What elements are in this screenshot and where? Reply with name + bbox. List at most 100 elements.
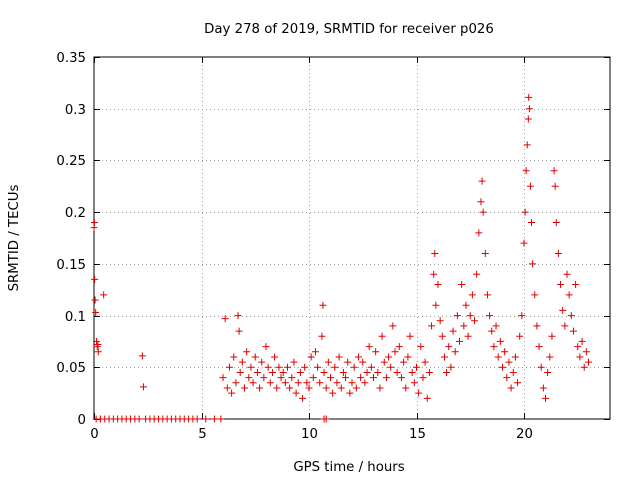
data-point xyxy=(479,208,487,216)
data-point xyxy=(221,315,229,323)
data-point xyxy=(539,384,547,392)
data-point xyxy=(475,229,483,237)
data-point xyxy=(367,363,375,371)
data-point xyxy=(434,281,442,289)
data-point xyxy=(520,239,528,247)
data-point xyxy=(438,332,446,340)
data-point xyxy=(91,275,99,283)
data-point xyxy=(225,363,233,371)
data-point xyxy=(490,343,498,351)
data-point xyxy=(344,358,352,366)
data-point xyxy=(423,394,431,402)
data-point xyxy=(400,358,408,366)
data-point xyxy=(533,322,541,330)
data-point xyxy=(365,343,373,351)
data-point xyxy=(288,374,296,382)
data-point xyxy=(100,291,108,299)
data-point xyxy=(525,105,533,113)
data-point xyxy=(415,389,423,397)
data-point xyxy=(582,348,590,356)
data-point xyxy=(585,358,592,366)
data-point xyxy=(335,353,343,361)
y-tick-label: 0.15 xyxy=(56,258,86,273)
data-point xyxy=(91,296,99,304)
data-point xyxy=(507,384,515,392)
data-point xyxy=(292,389,300,397)
data-point xyxy=(346,389,354,397)
data-point xyxy=(241,384,248,392)
data-point xyxy=(245,374,253,382)
plot-area-border xyxy=(93,56,611,420)
data-point xyxy=(230,353,238,361)
data-point xyxy=(557,281,565,289)
data-point xyxy=(460,322,468,330)
data-point xyxy=(471,317,479,325)
data-point xyxy=(333,379,341,387)
data-point xyxy=(217,415,225,423)
data-point xyxy=(488,327,496,335)
data-point xyxy=(391,348,399,356)
data-point xyxy=(339,368,347,376)
data-point xyxy=(354,353,362,361)
data-point xyxy=(542,394,549,402)
data-point xyxy=(139,383,147,391)
data-point xyxy=(234,312,242,320)
data-point xyxy=(551,182,559,190)
data-point xyxy=(256,384,264,392)
data-point xyxy=(329,389,337,397)
data-point xyxy=(135,415,143,423)
data-point xyxy=(262,343,270,351)
data-point xyxy=(453,312,461,320)
data-point xyxy=(492,322,500,330)
data-point xyxy=(337,384,345,392)
data-point xyxy=(580,363,588,371)
data-point xyxy=(385,353,393,361)
data-point xyxy=(404,353,412,361)
data-point xyxy=(523,141,531,149)
x-tick-label: 10 xyxy=(301,427,318,442)
data-point xyxy=(456,337,463,345)
data-point xyxy=(397,374,405,382)
data-point xyxy=(559,306,567,314)
data-point xyxy=(247,363,255,371)
data-point xyxy=(301,363,309,371)
data-point xyxy=(299,394,307,402)
data-point xyxy=(548,332,556,340)
data-point xyxy=(258,358,266,366)
data-point xyxy=(352,384,360,392)
data-point xyxy=(393,368,401,376)
data-point xyxy=(296,368,304,376)
data-point xyxy=(138,352,146,360)
data-point xyxy=(561,322,569,330)
data-point xyxy=(445,343,453,351)
data-point xyxy=(486,312,494,320)
data-point xyxy=(90,218,98,226)
data-point xyxy=(449,327,457,335)
x-axis: 0 5 10 15 20 xyxy=(90,57,533,442)
data-point xyxy=(378,332,386,340)
x-tick-label: 5 xyxy=(198,427,206,442)
data-point xyxy=(430,270,438,278)
data-point xyxy=(550,167,558,175)
data-point xyxy=(451,348,459,356)
data-point xyxy=(567,312,575,320)
data-point xyxy=(516,332,524,340)
data-point xyxy=(554,250,562,258)
data-point xyxy=(535,343,543,351)
data-point xyxy=(483,291,491,299)
data-point xyxy=(94,348,102,356)
data-point xyxy=(219,374,227,382)
data-point xyxy=(327,374,334,382)
y-axis-label: SRMTID / TECUs xyxy=(7,185,22,292)
data-point xyxy=(443,368,451,376)
data-point xyxy=(569,327,577,335)
data-point xyxy=(370,374,377,382)
y-tick-label: 0.2 xyxy=(65,206,86,221)
data-point xyxy=(509,368,517,376)
data-point xyxy=(322,384,330,392)
data-point xyxy=(578,337,586,345)
data-point xyxy=(350,363,358,371)
data-series xyxy=(90,93,592,423)
data-point xyxy=(413,363,420,371)
data-point xyxy=(238,358,246,366)
